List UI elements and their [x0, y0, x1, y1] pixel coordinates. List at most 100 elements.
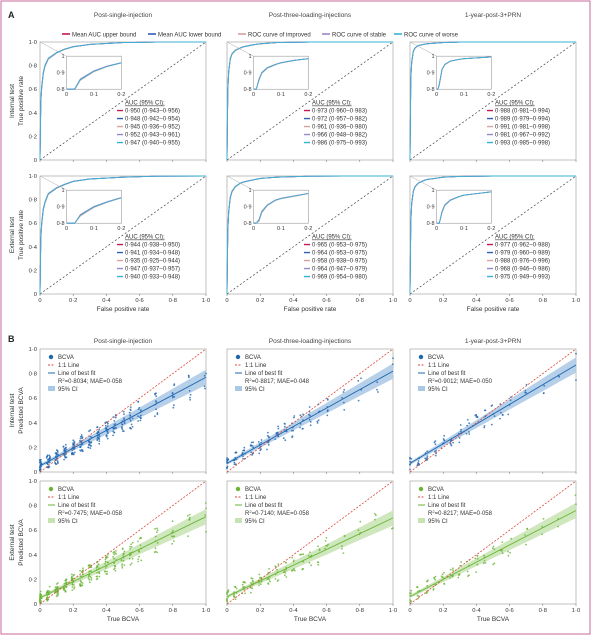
- data-point: [458, 441, 461, 444]
- data-point: [80, 580, 82, 583]
- legend-point-swatch: [418, 354, 424, 360]
- y-tick-label: 0·4: [29, 245, 38, 251]
- data-point: [128, 557, 131, 560]
- plot-frame: [39, 175, 207, 295]
- data-point: [138, 550, 140, 553]
- data-point: [452, 567, 454, 570]
- data-point: [293, 559, 295, 562]
- data-point: [434, 450, 436, 453]
- data-point: [302, 413, 304, 416]
- best-fit-line: [409, 510, 577, 598]
- inset-x-tick: 0·1: [277, 92, 285, 98]
- data-point: [137, 400, 140, 403]
- data-point: [341, 548, 343, 550]
- data-point: [475, 571, 478, 573]
- data-point: [46, 596, 48, 599]
- data-point: [204, 502, 207, 504]
- identity-line: [39, 480, 207, 605]
- data-point: [156, 551, 158, 554]
- data-point: [451, 575, 454, 578]
- data-point: [525, 543, 527, 546]
- auc-value: 0·986 (0·975–0·993): [312, 141, 367, 147]
- auc-value: 0·973 (0·960–0·983): [312, 109, 367, 115]
- data-point: [267, 571, 270, 574]
- legend-entry: BCVA: [245, 487, 261, 493]
- best-fit-line: [226, 517, 394, 598]
- data-point: [48, 590, 51, 593]
- inset-y-tick: 1: [61, 54, 64, 60]
- data-point: [484, 409, 487, 412]
- inset-x-tick: 0·2: [304, 92, 312, 98]
- data-point: [425, 458, 428, 460]
- data-point: [173, 395, 176, 398]
- x-tick-label: 0: [225, 298, 228, 304]
- data-point: [87, 575, 90, 578]
- x-tick-label: 1·0: [202, 608, 210, 614]
- data-point: [226, 467, 228, 469]
- data-point: [73, 451, 76, 454]
- x-tick-label: 0·2: [69, 298, 77, 304]
- row-label: External test: [9, 217, 16, 253]
- identity-line: [409, 348, 577, 473]
- data-point: [63, 589, 66, 591]
- data-point: [172, 529, 174, 532]
- inset-connector: [409, 41, 437, 57]
- data-point: [283, 570, 286, 573]
- data-point: [89, 581, 91, 584]
- data-point: [341, 397, 343, 399]
- data-point: [491, 404, 494, 407]
- data-point: [324, 547, 326, 550]
- x-tick-label: 0·6: [322, 298, 330, 304]
- data-point: [284, 571, 287, 574]
- data-point: [476, 415, 479, 418]
- x-tick-label: 1·0: [389, 298, 397, 304]
- data-point: [104, 567, 107, 569]
- data-point: [450, 444, 453, 447]
- x-tick-label: 1·0: [389, 608, 397, 614]
- x-tick-label: 0·8: [539, 298, 547, 304]
- data-point: [308, 413, 310, 416]
- data-point: [233, 596, 236, 598]
- data-point: [104, 558, 107, 561]
- row-label: External test: [9, 524, 16, 560]
- data-point: [234, 598, 237, 600]
- data-point: [500, 550, 503, 552]
- auc-title: AUC (95% CI):: [125, 235, 165, 241]
- legend-entry: 95% CI: [428, 519, 448, 525]
- data-point: [543, 384, 546, 387]
- scatter-subplot: 0 0·2 0·4 0·6 0·8 1·0 BCVA 1:1 Line Line of best…: [29, 347, 207, 476]
- inset-roc-curve: [253, 193, 309, 224]
- auc-value: 0·941 (0·934–0·948): [125, 251, 180, 257]
- data-point: [417, 462, 419, 465]
- data-point: [106, 553, 109, 556]
- data-point: [40, 597, 43, 600]
- plot-frame: [409, 480, 577, 605]
- data-point: [492, 545, 495, 548]
- data-point: [188, 376, 190, 379]
- data-point: [242, 581, 245, 584]
- data-point: [129, 553, 132, 556]
- data-point: [324, 540, 327, 542]
- data-point: [139, 544, 142, 547]
- data-point: [525, 383, 528, 386]
- data-point: [541, 525, 544, 528]
- data-point: [79, 446, 81, 448]
- legend-entry: BCVA: [428, 355, 444, 361]
- data-point: [189, 396, 191, 399]
- data-point: [227, 589, 230, 591]
- data-point: [308, 561, 311, 564]
- x-tick-label: 0·8: [169, 298, 177, 304]
- inset-x-tick: 0·1: [460, 226, 468, 232]
- legend-entry: ROC curve of worse: [404, 33, 459, 39]
- data-point: [82, 573, 84, 576]
- data-point: [64, 443, 67, 446]
- data-point: [326, 414, 329, 417]
- data-point: [172, 535, 175, 538]
- legend-point-swatch: [418, 486, 424, 492]
- x-tick-label: 0·8: [356, 298, 364, 304]
- inset-y-tick: 1: [248, 54, 251, 60]
- data-point: [123, 413, 125, 416]
- data-point: [154, 535, 157, 538]
- y-axis-label: Predicted BCVA: [18, 387, 25, 434]
- y-tick-label: 0·4: [29, 553, 38, 559]
